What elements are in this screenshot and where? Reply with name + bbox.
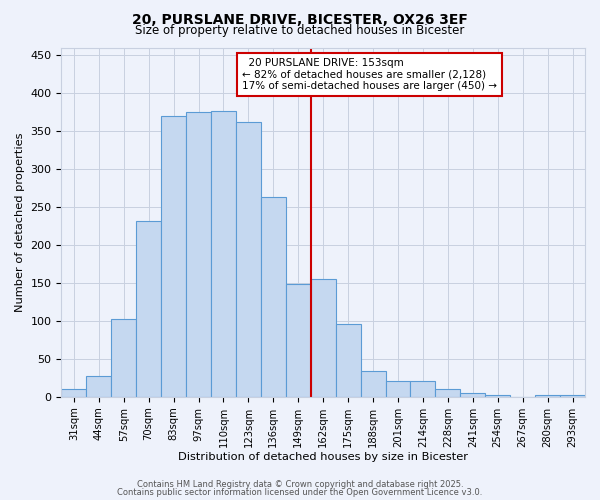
Text: Contains public sector information licensed under the Open Government Licence v3: Contains public sector information licen… — [118, 488, 482, 497]
Bar — [186, 112, 211, 397]
Text: 20, PURSLANE DRIVE, BICESTER, OX26 3EF: 20, PURSLANE DRIVE, BICESTER, OX26 3EF — [132, 12, 468, 26]
Bar — [311, 279, 335, 397]
Bar — [560, 396, 585, 397]
Bar — [261, 197, 286, 397]
Bar — [111, 320, 136, 397]
Bar — [136, 222, 161, 397]
Bar — [335, 324, 361, 397]
Text: Contains HM Land Registry data © Crown copyright and database right 2025.: Contains HM Land Registry data © Crown c… — [137, 480, 463, 489]
Y-axis label: Number of detached properties: Number of detached properties — [15, 132, 25, 312]
Bar — [485, 396, 510, 397]
Bar — [86, 376, 111, 397]
Text: Size of property relative to detached houses in Bicester: Size of property relative to detached ho… — [136, 24, 464, 37]
Bar — [211, 110, 236, 397]
Bar — [286, 284, 311, 397]
X-axis label: Distribution of detached houses by size in Bicester: Distribution of detached houses by size … — [178, 452, 468, 462]
Bar — [535, 396, 560, 397]
Bar — [460, 393, 485, 397]
Bar — [361, 371, 386, 397]
Bar — [386, 381, 410, 397]
Bar — [410, 381, 436, 397]
Bar — [436, 390, 460, 397]
Bar — [236, 122, 261, 397]
Bar — [161, 116, 186, 397]
Bar — [61, 390, 86, 397]
Text: 20 PURSLANE DRIVE: 153sqm  
← 82% of detached houses are smaller (2,128)
17% of : 20 PURSLANE DRIVE: 153sqm ← 82% of detac… — [242, 58, 497, 91]
